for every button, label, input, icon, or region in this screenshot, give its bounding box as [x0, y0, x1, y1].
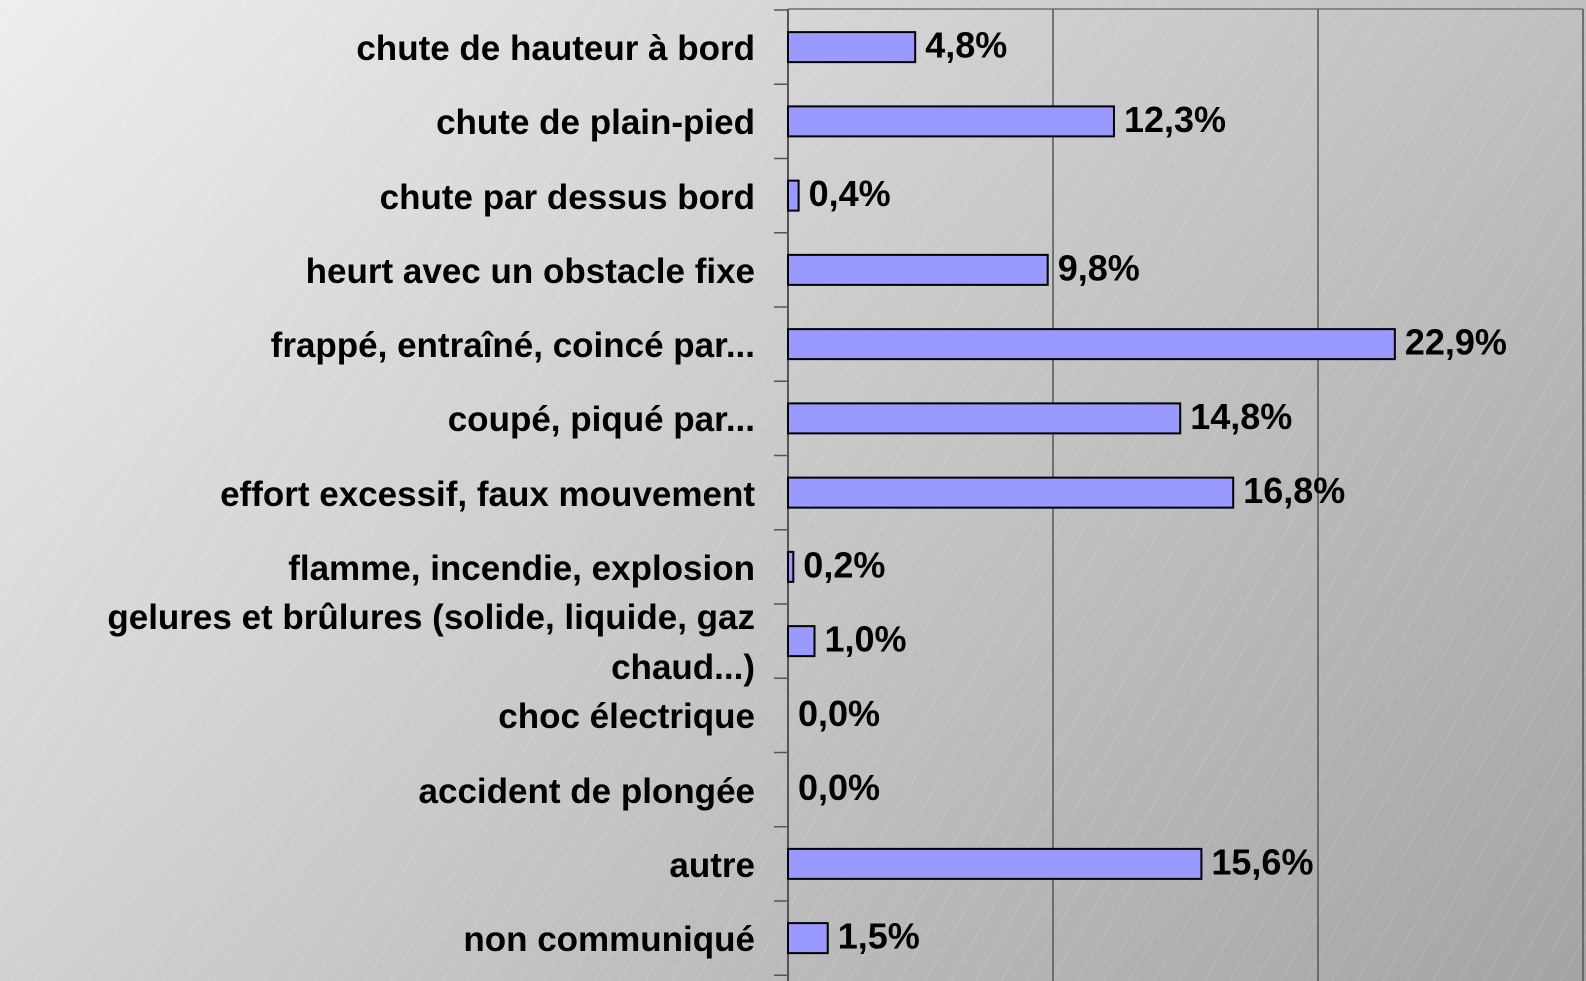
bar — [787, 31, 917, 64]
value-label: 14,8% — [1190, 396, 1292, 437]
value-label: 0,0% — [798, 693, 880, 734]
value-label: 1,5% — [838, 916, 920, 957]
category-label: effort excessif, faux mouvement — [220, 474, 755, 514]
value-label: 16,8% — [1243, 470, 1345, 511]
bar — [787, 625, 816, 658]
category-label: coupé, piqué par... — [447, 400, 755, 440]
bar — [787, 476, 1235, 509]
value-label: 9,8% — [1058, 247, 1140, 288]
bar — [787, 105, 1115, 138]
category-label: flamme, incendie, explosion — [288, 548, 755, 588]
category-label: non communiqué — [463, 920, 755, 960]
category-label: heurt avec un obstacle fixe — [305, 251, 755, 291]
value-label: 22,9% — [1405, 322, 1507, 363]
bar — [787, 179, 800, 212]
category-label: autre — [669, 845, 755, 885]
category-label: choc électrique — [498, 697, 755, 737]
value-label: 1,0% — [825, 619, 907, 660]
category-label: gelures et brûlures (solide, liquide, ga… — [107, 598, 755, 688]
bar — [787, 550, 795, 583]
category-label: chute par dessus bord — [379, 177, 755, 217]
bar — [787, 253, 1049, 286]
bar — [787, 328, 1396, 361]
bar — [787, 847, 1203, 880]
value-label: 12,3% — [1124, 99, 1226, 140]
category-label: chute de plain-pied — [436, 103, 755, 143]
bar — [787, 922, 829, 955]
category-label: frappé, entraîné, coincé par... — [270, 326, 755, 366]
value-label: 4,8% — [925, 25, 1007, 66]
bar — [787, 402, 1182, 435]
value-label: 0,2% — [803, 544, 885, 585]
value-label: 0,4% — [809, 173, 891, 214]
category-label: chute de hauteur à bord — [356, 29, 755, 69]
value-label: 15,6% — [1211, 841, 1313, 882]
category-label: accident de plongée — [418, 771, 755, 811]
value-label: 0,0% — [798, 767, 880, 808]
